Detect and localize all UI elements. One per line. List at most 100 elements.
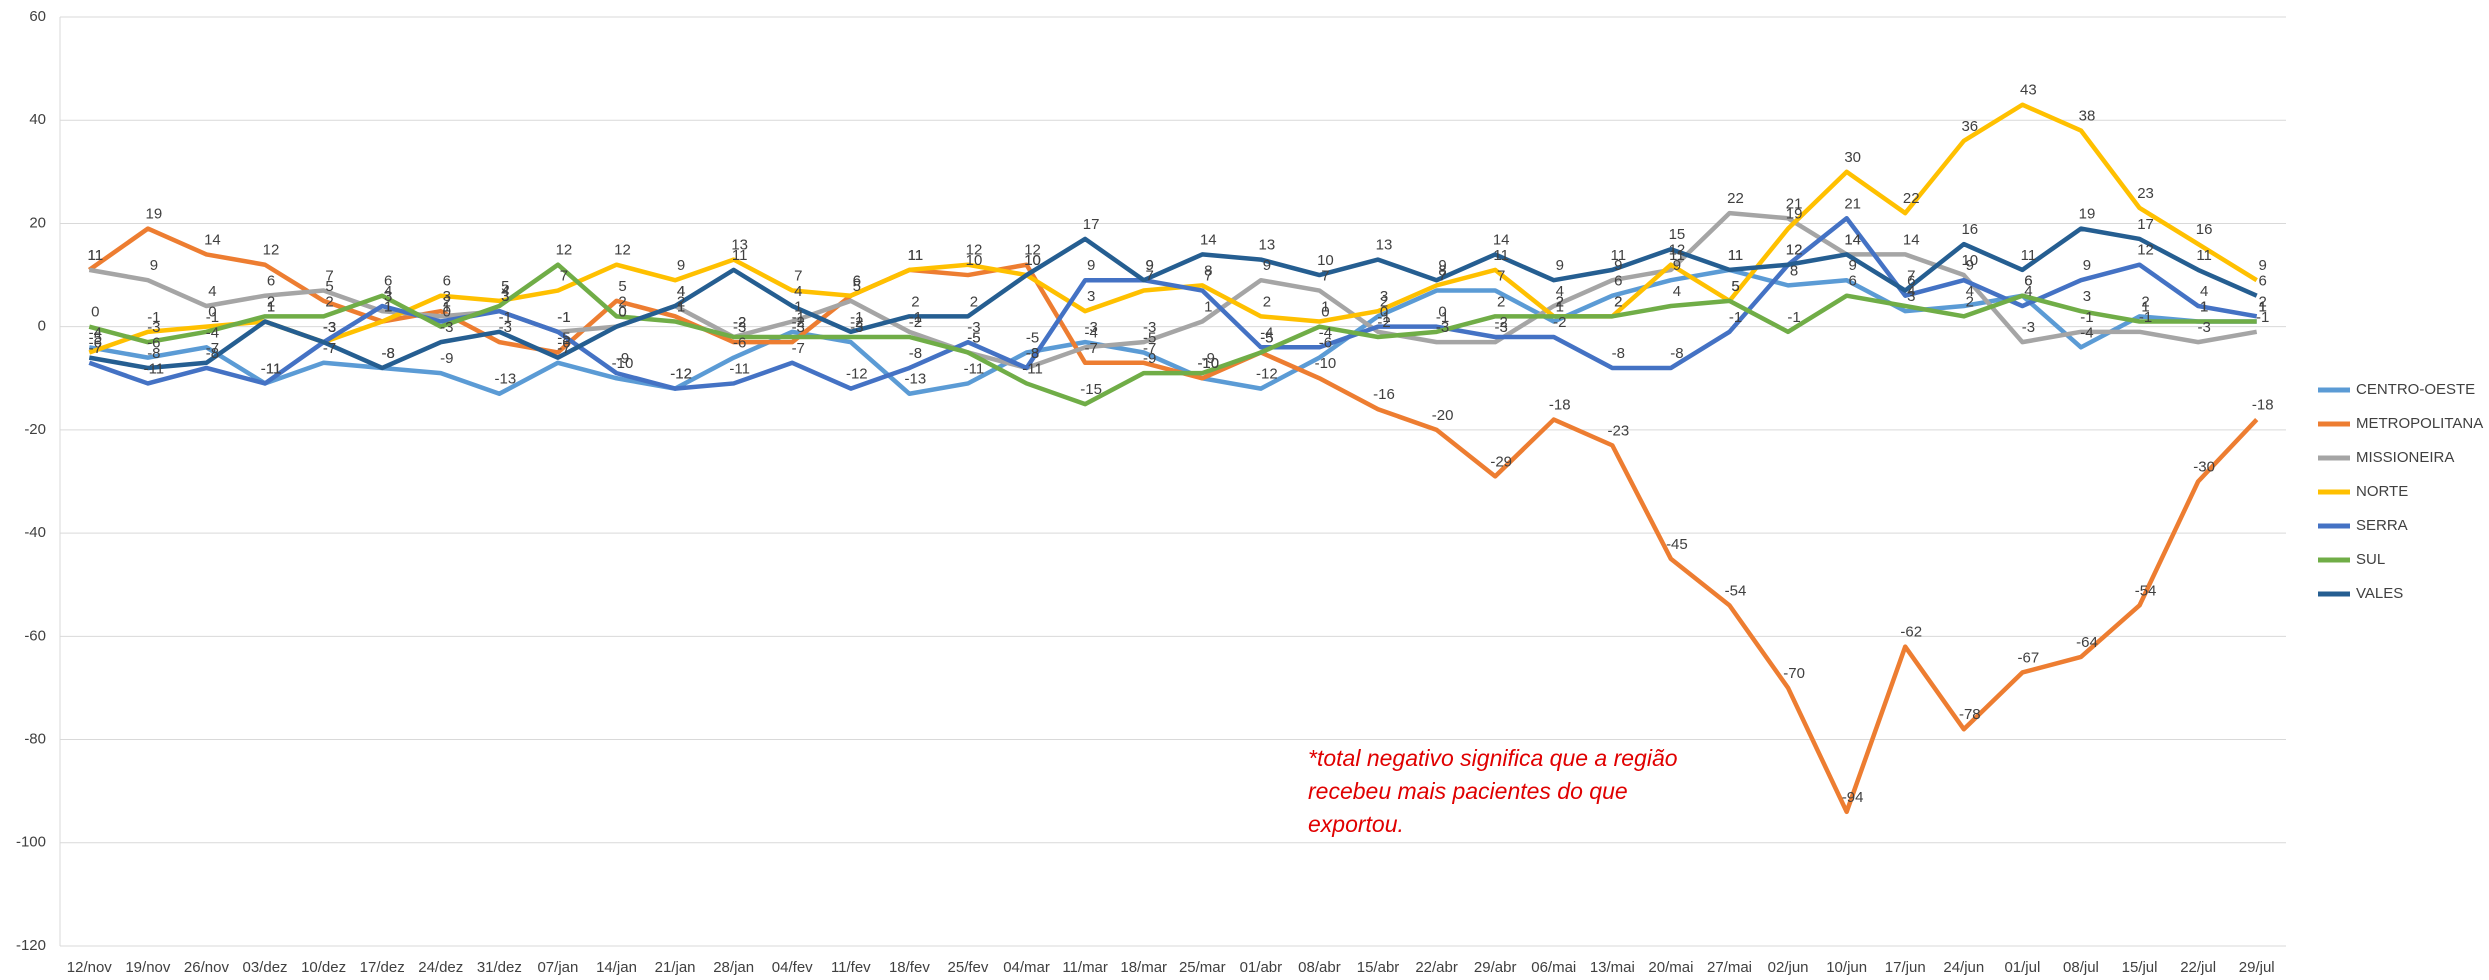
data-label: -8 — [1026, 345, 1039, 362]
data-label: 12 — [1786, 242, 1803, 259]
x-tick-label: 12/nov — [67, 959, 113, 976]
data-label: -4 — [1084, 324, 1097, 341]
data-label: 7 — [560, 268, 568, 285]
x-tick-label: 10/jun — [1826, 959, 1867, 976]
data-label: 11 — [908, 247, 924, 264]
data-label: 22 — [1903, 190, 1920, 207]
data-label: 3 — [443, 288, 451, 305]
data-label: -9 — [1143, 350, 1156, 367]
x-tick-label: 22/jul — [2180, 959, 2216, 976]
data-label: 7 — [1146, 268, 1154, 285]
data-label: 9 — [1087, 257, 1095, 274]
x-tick-label: 26/nov — [184, 959, 230, 976]
data-label: -8 — [909, 345, 922, 362]
series-line — [88, 210, 2258, 371]
data-label: 7 — [1438, 268, 1446, 285]
data-label: 9 — [1556, 257, 1564, 274]
data-label: -3 — [1436, 319, 1449, 336]
data-label: -13 — [494, 371, 516, 388]
data-label: -4 — [1260, 324, 1273, 341]
data-label: -9 — [440, 350, 453, 367]
data-label: 8 — [1790, 262, 1798, 279]
data-label: 7 — [1204, 268, 1212, 285]
x-tick-label: 03/dez — [243, 959, 288, 976]
data-label: 11 — [1728, 247, 1744, 264]
data-label: -70 — [1783, 665, 1805, 682]
series-line — [88, 226, 2258, 371]
data-label: 5 — [501, 278, 509, 295]
x-tick-label: 15/jul — [2122, 959, 2158, 976]
y-tick-label: 0 — [38, 318, 46, 335]
data-label: 5 — [853, 278, 861, 295]
data-label: 2 — [325, 293, 333, 310]
x-tick-label: 02/jun — [1768, 959, 1809, 976]
data-label: -8 — [1026, 345, 1039, 362]
data-label: 19 — [2079, 206, 2096, 223]
data-label: 12 — [263, 242, 280, 259]
data-label: -10 — [1197, 355, 1219, 372]
legend-label: SUL — [2356, 551, 2385, 568]
data-label: -1 — [147, 309, 160, 326]
data-label: -29 — [1490, 453, 1512, 470]
data-label: 4 — [1907, 283, 1915, 300]
data-label: -1 — [2256, 309, 2269, 326]
data-label: 2 — [970, 293, 978, 310]
x-tick-label: 04/fev — [772, 959, 813, 976]
data-label: -11 — [261, 360, 282, 377]
data-label: -2 — [733, 314, 746, 331]
x-tick-label: 28/jan — [713, 959, 754, 976]
data-label: -3 — [323, 319, 336, 336]
data-label: -15 — [1080, 381, 1102, 398]
data-label: 7 — [794, 268, 802, 285]
data-label: -2 — [1495, 314, 1508, 331]
data-label: -3 — [2022, 319, 2035, 336]
data-label: -20 — [1432, 407, 1454, 424]
data-label: -7 — [1084, 340, 1097, 357]
data-label: 21 — [1786, 195, 1803, 212]
data-label: 11 — [1611, 247, 1627, 264]
data-label: 9 — [1263, 257, 1271, 274]
data-label: -78 — [1959, 706, 1981, 723]
data-label: 22 — [1727, 190, 1744, 207]
data-label: 1 — [2259, 298, 2267, 315]
x-tick-label: 27/mai — [1707, 959, 1752, 976]
data-label: 2 — [677, 293, 685, 310]
data-label: -5 — [1260, 329, 1273, 346]
data-label: 2 — [267, 293, 275, 310]
x-tick-label: 11/mar — [1062, 959, 1108, 976]
data-label: -6 — [89, 335, 102, 352]
data-label: -7 — [792, 340, 805, 357]
data-label: 3 — [501, 288, 509, 305]
data-label: -8 — [382, 345, 395, 362]
data-label: 1 — [443, 298, 451, 315]
data-label: 11 — [908, 247, 924, 264]
data-label: -11 — [261, 360, 282, 377]
data-label: -5 — [89, 329, 102, 346]
data-label: -1 — [1787, 309, 1800, 326]
data-label: 7 — [1497, 268, 1505, 285]
data-label: -6 — [1319, 335, 1332, 352]
data-label: 9 — [2259, 257, 2267, 274]
data-label: 10 — [1024, 252, 1041, 269]
data-label: 2 — [2141, 293, 2149, 310]
data-label: 1 — [677, 298, 685, 315]
data-label: -10 — [1197, 355, 1219, 372]
data-label: 9 — [1614, 257, 1622, 274]
data-label: 0 — [1321, 304, 1329, 321]
data-label: -3 — [1495, 319, 1508, 336]
data-label: -94 — [1842, 789, 1864, 806]
data-label: 13 — [1376, 237, 1393, 254]
data-label: -9 — [616, 350, 629, 367]
data-label: 1 — [384, 298, 392, 315]
data-label: -8 — [147, 345, 160, 362]
legend-label: NORTE — [2356, 483, 2408, 500]
data-label: 0 — [91, 304, 99, 321]
y-tick-label: -100 — [16, 834, 46, 851]
data-label: -2 — [1377, 314, 1390, 331]
data-label: 17 — [2137, 216, 2154, 233]
data-label: -11 — [729, 360, 750, 377]
data-label: -1 — [2080, 309, 2093, 326]
x-tick-label: 25/fev — [948, 959, 989, 976]
data-label: 11 — [1728, 247, 1744, 264]
